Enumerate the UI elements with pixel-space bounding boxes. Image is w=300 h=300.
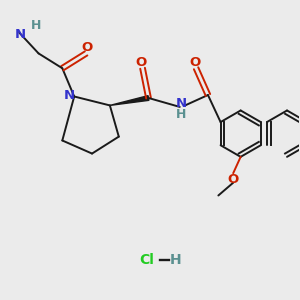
Text: O: O — [189, 56, 200, 69]
Text: H: H — [30, 19, 41, 32]
Text: N: N — [176, 97, 187, 110]
Text: N: N — [63, 88, 74, 101]
Text: H: H — [169, 253, 181, 267]
Polygon shape — [110, 96, 149, 105]
Text: N: N — [15, 28, 26, 40]
Text: O: O — [227, 173, 238, 186]
Text: Cl: Cl — [140, 253, 154, 267]
Text: H: H — [176, 108, 186, 121]
Text: O: O — [82, 41, 93, 54]
Text: O: O — [136, 56, 147, 69]
